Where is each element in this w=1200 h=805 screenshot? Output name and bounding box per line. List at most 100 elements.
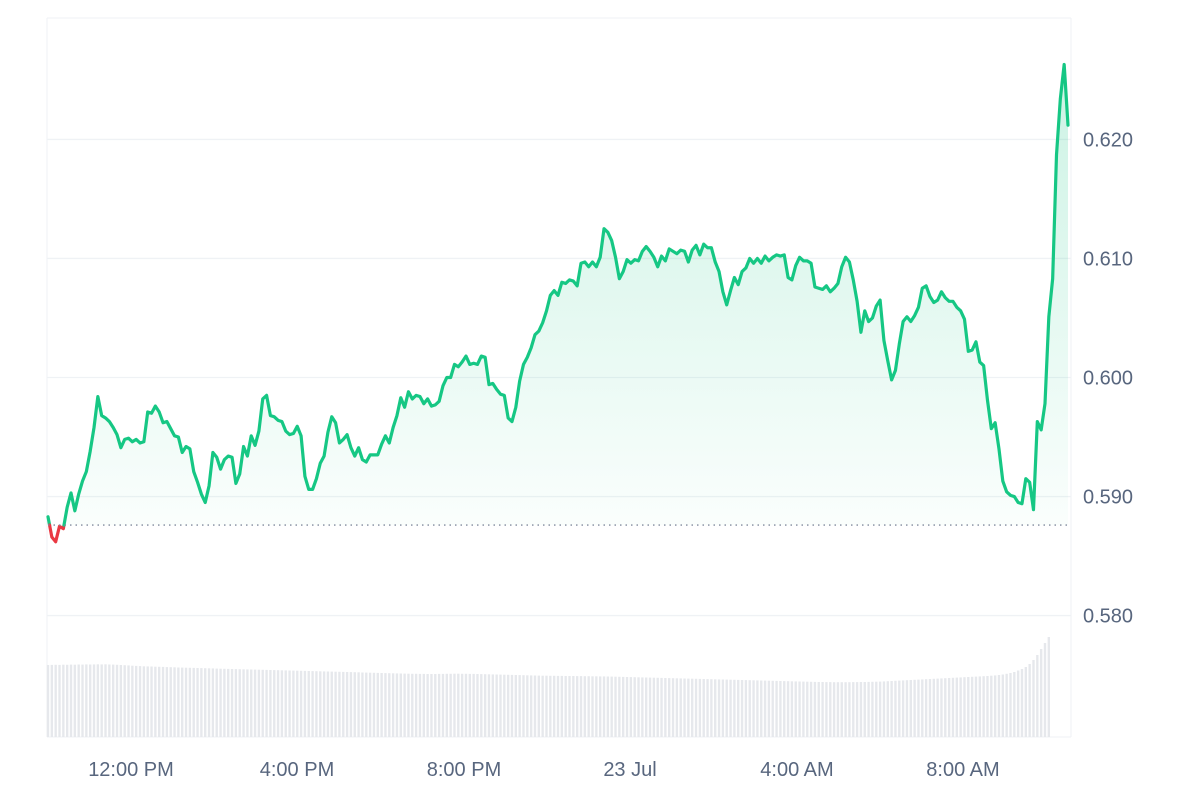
volume-bar bbox=[832, 682, 836, 737]
volume-bar bbox=[529, 675, 533, 737]
volume-bar bbox=[645, 677, 648, 737]
volume-bar bbox=[1028, 664, 1031, 737]
volume-bar bbox=[506, 674, 510, 737]
volume-bar bbox=[349, 672, 353, 737]
volume-bar bbox=[100, 664, 103, 737]
volume-bar bbox=[92, 664, 96, 737]
volume-bar bbox=[875, 681, 878, 737]
volume-bar bbox=[648, 677, 652, 737]
volume-bar bbox=[1047, 637, 1051, 737]
volume-bar bbox=[85, 664, 88, 737]
volume-bar bbox=[771, 680, 774, 737]
volume-bar bbox=[652, 677, 656, 737]
volume-bar bbox=[112, 664, 115, 737]
volume-bar bbox=[196, 668, 199, 737]
volume-bar bbox=[150, 666, 153, 737]
volume-bar bbox=[77, 664, 80, 737]
volume-bar bbox=[836, 682, 840, 737]
x-tick-label: 4:00 AM bbox=[760, 759, 833, 781]
volume-bar bbox=[829, 682, 832, 737]
volume-bar bbox=[549, 675, 552, 737]
x-tick-label: 8:00 PM bbox=[427, 759, 501, 781]
volume-bar bbox=[342, 671, 345, 737]
volume-bar bbox=[564, 676, 567, 737]
volume-bar bbox=[675, 678, 679, 737]
volume-bar bbox=[1013, 672, 1016, 737]
volume-bar bbox=[54, 664, 57, 737]
volume-bar bbox=[947, 678, 951, 737]
volume-bar bbox=[694, 678, 698, 737]
volume-bar bbox=[376, 672, 379, 737]
volume-bar bbox=[1001, 674, 1004, 737]
volume-bar bbox=[579, 676, 583, 737]
volume-bar bbox=[69, 664, 73, 737]
volume-bar bbox=[138, 666, 142, 737]
volume-bar bbox=[303, 670, 307, 737]
volume-bar bbox=[664, 678, 667, 737]
volume-bar bbox=[928, 679, 932, 737]
volume-bar bbox=[913, 679, 916, 737]
volume-bar bbox=[825, 682, 828, 737]
volume-bar bbox=[967, 677, 970, 737]
volume-bar bbox=[959, 677, 962, 737]
volume-bar bbox=[495, 674, 498, 737]
volume-bar bbox=[752, 680, 755, 737]
price-line-segment-up bbox=[62, 62, 1070, 527]
volume-bar bbox=[533, 675, 537, 737]
volume-bar bbox=[618, 676, 621, 737]
volume-bar bbox=[123, 665, 126, 737]
volume-bar bbox=[384, 673, 387, 737]
volume-bar bbox=[721, 679, 725, 737]
volume-bar bbox=[119, 665, 123, 737]
volume-bar bbox=[491, 674, 494, 737]
volume-bar bbox=[65, 664, 69, 737]
volume-bar bbox=[940, 678, 943, 737]
x-tick-label: 12:00 PM bbox=[88, 759, 174, 781]
volume-bar bbox=[763, 680, 767, 737]
volume-bar bbox=[863, 682, 866, 737]
volume-bar bbox=[894, 680, 897, 737]
volume-bar bbox=[974, 676, 978, 737]
volume-bar bbox=[629, 677, 633, 737]
volume-bar bbox=[798, 681, 801, 737]
volume-bar bbox=[817, 682, 820, 737]
volume-bar bbox=[545, 675, 548, 737]
volume-bar bbox=[633, 677, 636, 737]
volume-bar bbox=[223, 668, 226, 737]
volume-bar bbox=[426, 674, 429, 737]
volume-bar bbox=[334, 671, 337, 737]
volume-bar bbox=[284, 670, 287, 737]
volume-bar bbox=[963, 677, 966, 737]
volume-bar bbox=[227, 668, 230, 737]
volume-bar bbox=[679, 678, 682, 737]
volume-bar bbox=[572, 676, 575, 737]
volume-bar bbox=[924, 679, 928, 737]
volume-bar bbox=[257, 669, 261, 737]
volume-bar bbox=[993, 675, 997, 737]
volume-bar bbox=[211, 668, 215, 737]
volume-bar bbox=[276, 670, 280, 737]
volume-bar bbox=[135, 665, 138, 737]
volume-bar bbox=[740, 680, 744, 737]
volume-bar bbox=[253, 669, 257, 737]
volume-bars bbox=[46, 637, 1051, 737]
volume-bar bbox=[173, 667, 176, 737]
volume-bar bbox=[261, 669, 264, 737]
volume-bar bbox=[441, 673, 445, 737]
volume-bar bbox=[357, 672, 360, 737]
volume-bar bbox=[510, 674, 514, 737]
volume-bar bbox=[1009, 673, 1012, 737]
x-tick-label: 8:00 AM bbox=[926, 759, 999, 781]
volume-bar bbox=[169, 667, 172, 737]
volume-bar bbox=[460, 673, 464, 737]
volume-bar bbox=[292, 670, 295, 737]
volume-bar bbox=[395, 673, 399, 737]
volume-bar bbox=[1016, 670, 1020, 737]
volume-bar bbox=[602, 676, 606, 737]
volume-bar bbox=[606, 676, 610, 737]
volume-bar bbox=[62, 664, 65, 737]
volume-bar bbox=[806, 681, 809, 737]
volume-bar bbox=[526, 675, 529, 737]
volume-bar bbox=[886, 681, 889, 737]
